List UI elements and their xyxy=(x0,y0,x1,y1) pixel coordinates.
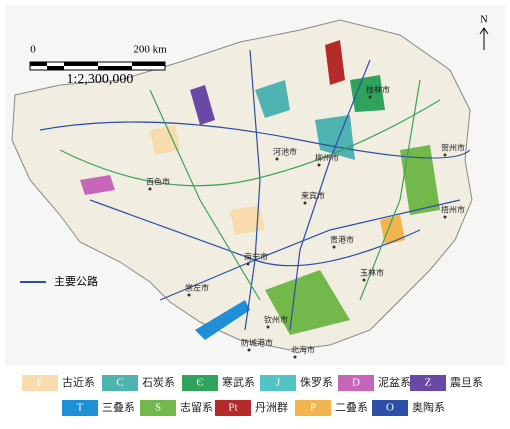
city-marker xyxy=(303,201,307,205)
city-label: 崇左市 xyxy=(185,283,209,293)
legend-code: O xyxy=(386,402,394,414)
city-label: 玉林市 xyxy=(360,268,384,278)
legend-swatch xyxy=(140,400,176,416)
city-marker xyxy=(362,278,366,282)
legend-code: T xyxy=(77,402,84,414)
city-marker xyxy=(247,348,251,352)
city-label: 桂林市 xyxy=(366,85,390,95)
city-marker xyxy=(332,245,336,249)
legend-code: Pt xyxy=(228,402,237,414)
legend-swatch xyxy=(372,400,408,416)
legend-code: J xyxy=(276,377,281,389)
legend-name: 志留系 xyxy=(180,401,213,414)
legend-swatch xyxy=(260,375,296,391)
north-label: N xyxy=(480,14,487,25)
legend-name: 古近系 xyxy=(62,376,95,389)
legend-swatch xyxy=(102,375,138,391)
city-marker xyxy=(246,262,250,266)
city-label: 贵港市 xyxy=(330,235,354,245)
city-marker xyxy=(148,187,152,191)
city-marker xyxy=(443,153,447,157)
north-arrow xyxy=(479,27,489,50)
city-label: 百色市 xyxy=(146,177,170,187)
city-marker xyxy=(317,163,321,167)
city-label: 梧州市 xyxy=(441,205,465,215)
legend-swatch xyxy=(62,400,98,416)
legend-swatch xyxy=(410,375,446,391)
legend-swatch xyxy=(338,375,374,391)
city-label: 来宾市 xyxy=(301,191,325,201)
legend-code: E xyxy=(37,377,44,389)
legend-code: Z xyxy=(425,377,432,389)
legend-name: 二叠系 xyxy=(335,401,368,414)
city-label: 南宁市 xyxy=(244,252,268,262)
city-label: 钦州市 xyxy=(264,315,288,325)
roads xyxy=(39,49,471,331)
road-legend-label: 主要公路 xyxy=(54,275,98,288)
city-label: 河池市 xyxy=(273,147,297,157)
city-label: 防城港市 xyxy=(241,338,273,348)
city-label: 柳州市 xyxy=(315,153,339,163)
city-marker xyxy=(275,157,279,161)
city-marker xyxy=(293,355,297,359)
city-marker xyxy=(266,325,270,329)
city-label: 贺州市 xyxy=(441,143,465,153)
city-marker xyxy=(443,215,447,219)
legend-name: 石炭系 xyxy=(142,376,175,389)
legend-swatch xyxy=(22,375,58,391)
legend-name: 寒武系 xyxy=(222,375,255,389)
legend-name: 侏罗系 xyxy=(300,376,333,389)
legend-code: Є xyxy=(196,377,203,389)
legend-swatch xyxy=(215,400,251,416)
city-marker xyxy=(368,95,372,99)
legend-name: 奥陶系 xyxy=(412,400,445,414)
scale-start: 0 xyxy=(30,44,36,56)
legend-name: 三叠系 xyxy=(102,401,135,414)
legend-code: P xyxy=(310,402,316,414)
legend-code: S xyxy=(155,402,161,414)
scale-end: 200 km xyxy=(133,44,167,56)
legend-swatch xyxy=(295,400,331,416)
legend-name: 泥盆系 xyxy=(378,375,411,389)
city-label: 北海市 xyxy=(291,345,315,355)
city-marker xyxy=(187,293,191,297)
legend-code: D xyxy=(352,377,360,389)
legend-code: C xyxy=(116,377,123,389)
legend-name: 震旦系 xyxy=(450,376,483,389)
scale-bar xyxy=(29,61,166,71)
legend-swatch xyxy=(182,375,218,391)
legend-name: 丹洲群 xyxy=(255,400,288,414)
scale-ratio: 1:2,300,000 xyxy=(67,72,134,87)
